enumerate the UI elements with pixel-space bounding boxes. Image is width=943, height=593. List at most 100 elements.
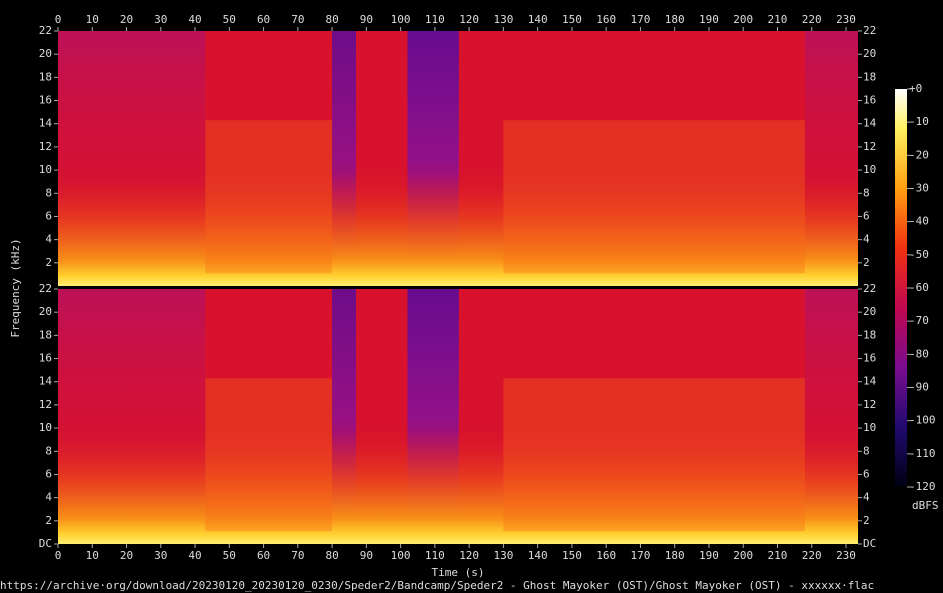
y-tick-label: DC bbox=[863, 537, 876, 550]
y-tick-label: 6 bbox=[863, 467, 870, 480]
colorbar-tick-label: -10 bbox=[909, 115, 929, 128]
y-tick-label: 18 bbox=[39, 70, 52, 83]
y-tick-label: 8 bbox=[863, 186, 870, 199]
colorbar-tick-label: -30 bbox=[909, 182, 929, 195]
x-tick-label: 50 bbox=[223, 549, 236, 562]
x-tick-label: 180 bbox=[665, 13, 685, 26]
x-tick-label: 160 bbox=[596, 549, 616, 562]
x-tick-label: 80 bbox=[325, 549, 338, 562]
x-tick-label: 60 bbox=[257, 549, 270, 562]
x-tick-label: 220 bbox=[802, 549, 822, 562]
x-tick-label: 190 bbox=[699, 13, 719, 26]
x-tick-label: 230 bbox=[836, 549, 856, 562]
colorbar-tick-label: -100 bbox=[909, 414, 936, 427]
y-tick-label: 14 bbox=[863, 117, 877, 130]
x-tick-label: 180 bbox=[665, 549, 685, 562]
x-tick-label: 160 bbox=[596, 13, 616, 26]
x-tick-label: 30 bbox=[154, 549, 167, 562]
y-tick-label: 20 bbox=[863, 47, 876, 60]
y-tick-label: 18 bbox=[863, 328, 876, 341]
x-tick-label: 20 bbox=[120, 13, 133, 26]
y-tick-label: 4 bbox=[863, 491, 870, 504]
busy-region bbox=[205, 378, 333, 532]
x-tick-label: 110 bbox=[425, 549, 445, 562]
x-tick-label: 40 bbox=[188, 13, 201, 26]
y-tick-label: 12 bbox=[39, 398, 52, 411]
x-tick-label: 190 bbox=[699, 549, 719, 562]
y-tick-label: 10 bbox=[863, 163, 876, 176]
x-axis-label: Time (s) bbox=[432, 566, 485, 579]
y-tick-label: 6 bbox=[45, 209, 52, 222]
y-tick-label: 12 bbox=[39, 140, 52, 153]
y-tick-label: 18 bbox=[863, 70, 876, 83]
y-tick-label: 4 bbox=[45, 491, 52, 504]
x-tick-label: 90 bbox=[360, 549, 373, 562]
y-tick-label: 4 bbox=[863, 233, 870, 246]
x-tick-label: 100 bbox=[391, 13, 411, 26]
y-tick-label: 12 bbox=[863, 140, 876, 153]
y-tick-label: 8 bbox=[45, 444, 52, 457]
x-tick-label: 210 bbox=[768, 549, 788, 562]
busy-region bbox=[503, 120, 805, 274]
x-tick-label: 140 bbox=[528, 549, 548, 562]
colorbar-tick-label: -80 bbox=[909, 347, 929, 360]
colorbar-tick-label: -90 bbox=[909, 381, 929, 394]
y-tick-label: 20 bbox=[39, 47, 52, 60]
x-tick-label: 110 bbox=[425, 13, 445, 26]
x-tick-label: 10 bbox=[86, 13, 99, 26]
y-tick-label: 2 bbox=[45, 514, 52, 527]
y-tick-label: 10 bbox=[39, 163, 52, 176]
x-tick-label: 20 bbox=[120, 549, 133, 562]
y-tick-label: 8 bbox=[863, 444, 870, 457]
y-tick-label: 2 bbox=[45, 256, 52, 269]
x-tick-label: 50 bbox=[223, 13, 236, 26]
x-tick-label: 80 bbox=[325, 13, 338, 26]
y-tick-label: 16 bbox=[39, 352, 52, 365]
y-tick-label: 14 bbox=[863, 375, 877, 388]
x-tick-label: 150 bbox=[562, 13, 582, 26]
colorbar bbox=[895, 89, 907, 487]
x-tick-label: 210 bbox=[768, 13, 788, 26]
x-tick-label: 10 bbox=[86, 549, 99, 562]
colorbar-tick-label: -60 bbox=[909, 281, 929, 294]
y-tick-label: 6 bbox=[45, 467, 52, 480]
low-frequency-energy bbox=[58, 31, 858, 286]
y-tick-label: 20 bbox=[39, 305, 52, 318]
x-tick-label: 170 bbox=[631, 13, 651, 26]
x-tick-label: 120 bbox=[459, 13, 479, 26]
x-tick-label: 70 bbox=[291, 13, 304, 26]
y-tick-label: 4 bbox=[45, 233, 52, 246]
x-tick-label: 220 bbox=[802, 13, 822, 26]
y-tick-label: 18 bbox=[39, 328, 52, 341]
x-tick-label: 200 bbox=[733, 549, 753, 562]
y-tick-label: 2 bbox=[863, 256, 870, 269]
colorbar-tick-label: -120 bbox=[909, 480, 936, 493]
y-tick-label: 16 bbox=[863, 94, 876, 107]
y-tick-label: 22 bbox=[863, 282, 876, 295]
y-tick-label: 16 bbox=[863, 352, 876, 365]
colorbar-tick-label: -110 bbox=[909, 447, 936, 460]
y-tick-label: DC bbox=[39, 537, 52, 550]
y-tick-label: 8 bbox=[45, 186, 52, 199]
y-tick-label: 14 bbox=[39, 117, 53, 130]
x-tick-label: 70 bbox=[291, 549, 304, 562]
y-tick-label: 14 bbox=[39, 375, 53, 388]
y-axis-label: Frequency (kHz) bbox=[9, 238, 22, 337]
busy-region bbox=[503, 378, 805, 532]
y-tick-label: 16 bbox=[39, 94, 52, 107]
y-tick-label: 6 bbox=[863, 209, 870, 222]
y-tick-label: 22 bbox=[863, 24, 876, 37]
colorbar-tick-label: -40 bbox=[909, 215, 929, 228]
x-tick-label: 120 bbox=[459, 549, 479, 562]
y-tick-label: 12 bbox=[863, 398, 876, 411]
x-tick-label: 60 bbox=[257, 13, 270, 26]
x-tick-label: 130 bbox=[493, 13, 513, 26]
x-tick-label: 90 bbox=[360, 13, 373, 26]
x-tick-label: 230 bbox=[836, 13, 856, 26]
x-tick-label: 100 bbox=[391, 549, 411, 562]
x-tick-label: 0 bbox=[55, 13, 62, 26]
y-tick-label: 10 bbox=[39, 421, 52, 434]
x-tick-label: 150 bbox=[562, 549, 582, 562]
y-tick-label: 20 bbox=[863, 305, 876, 318]
